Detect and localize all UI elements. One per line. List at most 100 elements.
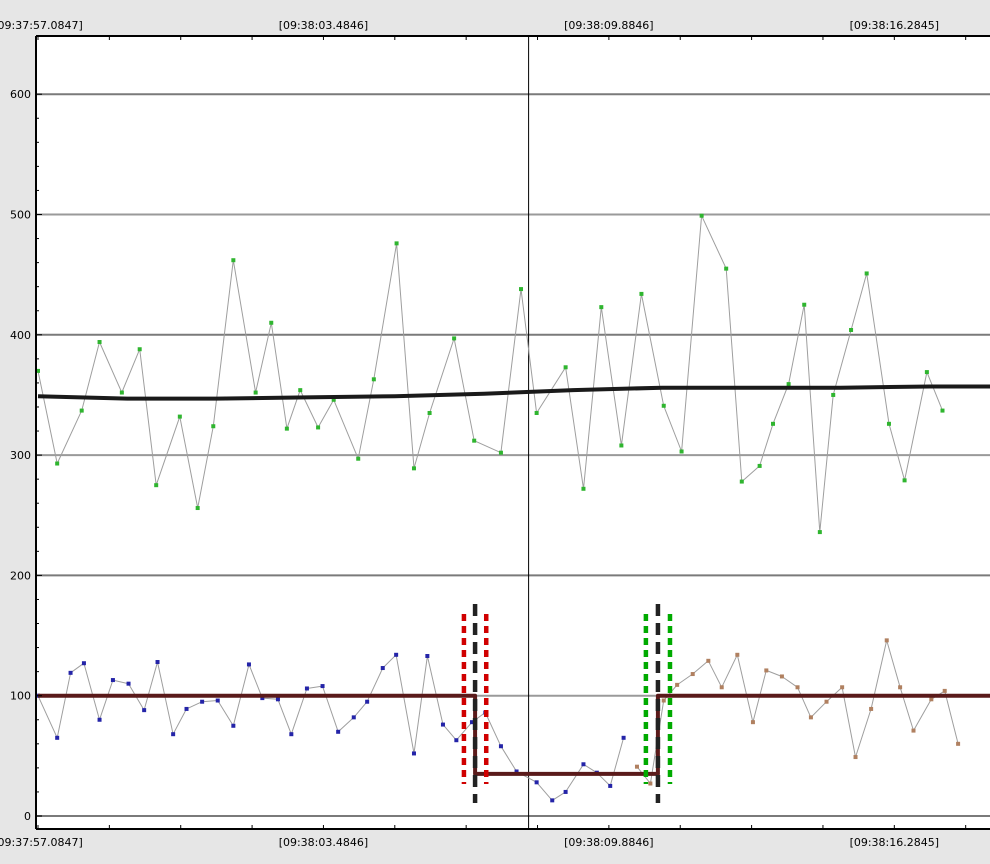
data-point	[68, 670, 73, 675]
y-tick-label: 400	[10, 329, 31, 342]
data-point	[911, 728, 916, 733]
data-point	[411, 751, 416, 756]
data-point	[177, 414, 182, 419]
data-point	[110, 678, 115, 683]
data-point	[275, 697, 280, 702]
data-point	[371, 377, 376, 382]
data-point	[739, 479, 744, 484]
data-point	[639, 291, 644, 296]
data-point	[929, 697, 934, 702]
data-point	[97, 717, 102, 722]
data-point	[779, 674, 784, 679]
data-point	[425, 654, 430, 659]
data-point	[155, 660, 160, 665]
data-point	[215, 698, 220, 703]
series-line	[37, 384, 990, 401]
x-tick-label-bottom: [09:38:09.8846]	[564, 836, 653, 849]
data-point	[608, 783, 613, 788]
data-point	[427, 410, 432, 415]
data-point	[498, 450, 503, 455]
data-point	[802, 302, 807, 307]
data-point	[336, 729, 341, 734]
data-point	[661, 403, 666, 408]
y-tick-label: 600	[10, 88, 31, 101]
data-point	[331, 397, 336, 402]
data-point	[534, 410, 539, 415]
series-line	[38, 693, 990, 776]
data-point	[942, 688, 947, 693]
data-point	[840, 685, 845, 690]
data-point	[690, 672, 695, 677]
data-point	[81, 661, 86, 666]
data-point	[454, 738, 459, 743]
x-tick-label-bottom: [09:37:57.0847]	[0, 836, 83, 849]
data-point	[79, 408, 84, 413]
data-point	[472, 438, 477, 443]
data-point	[869, 706, 874, 711]
data-point	[36, 368, 40, 373]
data-point	[284, 426, 289, 431]
data-point	[452, 336, 457, 341]
data-point	[126, 681, 131, 686]
data-point	[55, 735, 60, 740]
data-point	[619, 443, 624, 448]
data-point	[849, 327, 854, 332]
data-point	[142, 708, 147, 713]
marker-layer	[461, 604, 673, 803]
data-point	[253, 390, 258, 395]
data-point	[719, 685, 724, 690]
data-point	[519, 287, 524, 292]
data-point	[195, 506, 200, 511]
data-point	[864, 271, 869, 276]
data-point	[764, 668, 769, 673]
data-point	[750, 720, 755, 725]
series-layer	[36, 213, 990, 803]
data-point	[316, 425, 321, 430]
data-point	[394, 652, 399, 657]
data-point	[795, 685, 800, 690]
data-point	[55, 461, 60, 466]
axis-layer: 0 100 200 300 400 500 600 [09:37:57.0847] [09:37…	[0, 19, 967, 849]
data-point	[298, 388, 303, 393]
x-tick-label-top: [09:38:16.2845]	[850, 19, 939, 32]
data-point	[735, 652, 740, 657]
data-point	[581, 486, 586, 491]
data-point	[184, 706, 189, 711]
data-point	[940, 408, 945, 413]
data-point	[563, 789, 568, 794]
data-point	[706, 658, 711, 663]
data-point	[679, 449, 684, 454]
y-tick-label: 500	[10, 209, 31, 222]
data-point	[724, 266, 729, 271]
data-point	[621, 735, 626, 740]
x-tick-label-bottom: [09:38:03.4846]	[279, 836, 368, 849]
data-point	[320, 684, 325, 689]
data-point	[634, 764, 639, 769]
y-tick-label: 200	[10, 569, 31, 582]
data-point	[231, 723, 236, 728]
data-point	[817, 530, 822, 535]
data-point	[498, 744, 503, 749]
data-point	[269, 320, 274, 325]
data-point	[599, 305, 604, 310]
data-point	[534, 780, 539, 785]
data-point	[351, 715, 356, 720]
data-point	[380, 666, 385, 671]
data-point	[902, 478, 907, 483]
x-tick-label-top: [09:38:09.8846]	[564, 19, 653, 32]
data-point	[648, 781, 653, 786]
data-point	[411, 466, 416, 471]
data-point	[831, 392, 836, 397]
data-point	[440, 722, 445, 727]
data-point	[898, 685, 903, 690]
data-point	[550, 798, 555, 803]
data-point	[884, 638, 889, 643]
data-point	[231, 258, 236, 263]
data-point	[853, 755, 858, 760]
data-point	[246, 662, 251, 667]
data-point	[661, 698, 666, 703]
data-point	[97, 340, 102, 345]
y-tick-label: 100	[10, 690, 31, 703]
data-point	[119, 390, 124, 395]
